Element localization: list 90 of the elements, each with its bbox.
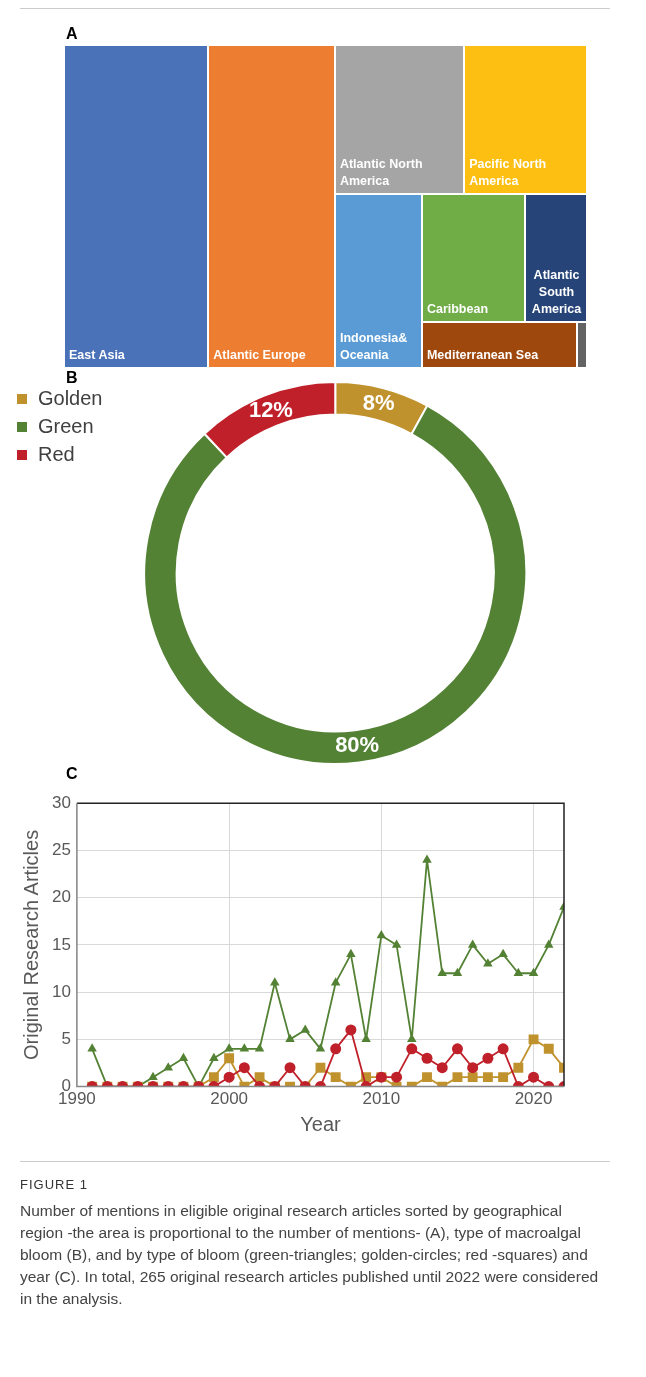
point <box>544 939 554 948</box>
point <box>330 977 341 986</box>
y-axis-title: Original Research Articles <box>19 829 42 1060</box>
x-tick-label: 2000 <box>210 1089 249 1109</box>
tile: Mediterranean Sea <box>422 323 577 367</box>
point <box>345 1024 357 1036</box>
tile: Atlantic North America <box>335 46 463 193</box>
point <box>543 1043 554 1054</box>
y-tick-label: 15 <box>51 934 71 954</box>
point <box>467 1072 478 1083</box>
x-tick-label: 2010 <box>362 1089 401 1109</box>
y-tick-label: 20 <box>51 887 71 907</box>
point <box>330 1072 341 1083</box>
point <box>528 1034 539 1045</box>
point <box>284 1062 296 1074</box>
y-tick-label: 10 <box>51 981 71 1001</box>
point <box>451 1043 463 1055</box>
category-label: Mediterranean Sea <box>426 347 540 364</box>
point <box>330 1043 342 1055</box>
tile: Atlantic Europe <box>209 46 335 367</box>
point <box>436 1062 448 1074</box>
data-label: 12% <box>248 396 293 422</box>
y-tick-label: 30 <box>51 792 71 812</box>
point <box>421 1052 433 1064</box>
category-label: Pacific North America <box>469 156 548 190</box>
point <box>224 1043 234 1052</box>
point <box>87 1043 97 1052</box>
legend-label: Red <box>38 442 75 465</box>
point <box>467 939 478 948</box>
point <box>513 1062 524 1073</box>
tile: Indonesia& Oceania <box>335 194 421 367</box>
tile: Atlantic South America <box>526 194 586 322</box>
point <box>482 1052 494 1064</box>
point <box>452 1072 463 1083</box>
point <box>254 1043 265 1052</box>
chart-title: C <box>66 765 79 784</box>
category-label: Indonesia& Oceania <box>339 330 409 364</box>
point <box>254 1072 265 1083</box>
point <box>528 967 539 976</box>
caption: FIGURE 1 <box>20 1176 89 1194</box>
x-tick-label: 2020 <box>514 1089 553 1109</box>
point <box>483 958 493 967</box>
point <box>178 1052 189 1062</box>
y-tick-label: 25 <box>51 840 71 860</box>
text: Number of mentions in eligible original research articles sorted by geographical region -the area is proportional to the number of mentions- (A), type of macroalgal bloom (B), and by type of bloom (green-triangles; golden-circles; red -squares) and year (C). In total, 265 original research articles published until 2022 were considered in the analysis. <box>20 1201 600 1309</box>
category-label: Caribbean <box>426 301 490 319</box>
y-tick-label: 5 <box>61 1029 71 1049</box>
point <box>452 967 463 976</box>
text: A <box>66 25 78 43</box>
point <box>224 1053 235 1064</box>
x-axis-title: Year <box>300 1112 341 1135</box>
point <box>498 948 508 958</box>
point <box>406 1043 418 1055</box>
point <box>437 967 447 976</box>
chart-title: B <box>66 369 78 386</box>
point <box>238 1062 250 1074</box>
legend-label: Green <box>38 414 94 437</box>
point <box>163 1062 173 1071</box>
point <box>148 1071 158 1080</box>
point <box>528 1071 540 1083</box>
point <box>346 948 356 958</box>
point <box>482 1072 493 1083</box>
point <box>391 939 402 948</box>
tile: Caribbean <box>422 194 524 322</box>
data-label: 80% <box>335 732 380 758</box>
data-label: 8% <box>362 389 395 415</box>
point <box>315 1043 326 1052</box>
tile: East Asia <box>65 46 208 367</box>
point <box>315 1062 326 1073</box>
point <box>239 1043 250 1052</box>
point <box>209 1052 219 1062</box>
point <box>391 1071 403 1083</box>
point <box>208 1072 219 1083</box>
category-label: Atlantic South America <box>530 267 583 319</box>
category-label: East Asia <box>69 347 126 364</box>
point <box>497 1043 509 1055</box>
point <box>223 1071 235 1083</box>
point <box>270 977 280 986</box>
category-label: Atlantic North America <box>339 156 424 190</box>
point <box>467 1062 479 1074</box>
point <box>513 967 524 976</box>
legend-label: Golden <box>38 386 103 409</box>
point <box>422 1072 432 1083</box>
tile: Pacific North America <box>465 46 586 193</box>
point <box>422 854 432 863</box>
point <box>498 1072 509 1083</box>
point <box>285 1033 295 1043</box>
category-label: Atlantic Europe <box>213 347 307 364</box>
point <box>376 929 387 939</box>
point <box>300 1024 310 1033</box>
